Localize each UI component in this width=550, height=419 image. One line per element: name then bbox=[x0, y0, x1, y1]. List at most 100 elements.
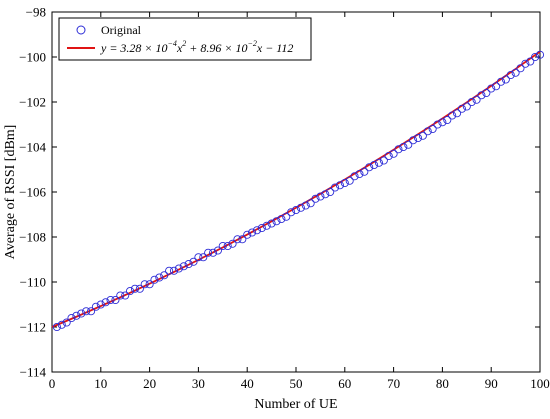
data-point bbox=[208, 248, 218, 257]
data-point bbox=[321, 190, 330, 199]
legend-box bbox=[58, 17, 312, 61]
y-tick-label: −114 bbox=[20, 365, 47, 380]
x-tick-label: 70 bbox=[387, 376, 400, 391]
x-tick-label: 100 bbox=[530, 376, 550, 391]
data-point bbox=[487, 84, 496, 93]
y-tick-label: −106 bbox=[19, 185, 46, 200]
data-point bbox=[370, 160, 379, 170]
data-point bbox=[482, 88, 491, 98]
data-point bbox=[330, 183, 340, 192]
data-point bbox=[492, 82, 501, 91]
data-point bbox=[282, 212, 291, 221]
data-point bbox=[389, 149, 398, 158]
legend-fit-mid1: x bbox=[176, 41, 183, 55]
data-point bbox=[501, 75, 510, 84]
data-point bbox=[194, 253, 203, 262]
x-tick-label: 0 bbox=[49, 376, 56, 391]
data-point bbox=[287, 208, 296, 217]
data-point bbox=[306, 199, 315, 208]
data-point bbox=[345, 176, 354, 185]
data-point bbox=[111, 295, 120, 305]
legend: Original y = 3.28 × 10−4x2 + 8.96 × 10−2… bbox=[58, 17, 312, 61]
data-point bbox=[126, 286, 135, 296]
data-point bbox=[184, 259, 193, 269]
x-tick-label: 50 bbox=[290, 376, 303, 391]
series-layer bbox=[51, 50, 545, 332]
data-point bbox=[355, 169, 364, 179]
data-point bbox=[199, 253, 208, 262]
data-point bbox=[360, 167, 369, 176]
data-point bbox=[452, 109, 462, 118]
data-point bbox=[267, 219, 276, 228]
data-point bbox=[350, 172, 359, 181]
data-point bbox=[150, 275, 159, 284]
data-point bbox=[160, 271, 169, 280]
y-tick-label: −100 bbox=[19, 50, 46, 65]
data-point bbox=[106, 295, 115, 305]
data-point bbox=[135, 284, 144, 293]
legend-fit-exp1: −4 bbox=[168, 39, 177, 48]
data-point bbox=[228, 239, 237, 248]
data-point bbox=[116, 291, 125, 300]
data-point bbox=[140, 280, 149, 289]
data-point bbox=[121, 291, 130, 300]
data-point bbox=[233, 235, 242, 244]
legend-label-original: Original bbox=[101, 23, 142, 37]
data-point bbox=[399, 142, 408, 152]
data-point bbox=[516, 64, 525, 73]
data-point bbox=[526, 57, 535, 66]
data-point bbox=[243, 230, 252, 239]
x-tick-label: 60 bbox=[338, 376, 351, 391]
x-tick-label: 80 bbox=[436, 376, 449, 391]
data-point bbox=[72, 311, 81, 320]
data-point bbox=[57, 320, 66, 329]
data-point bbox=[301, 201, 310, 210]
data-point bbox=[496, 77, 506, 86]
data-point bbox=[101, 298, 110, 307]
y-tick-label: −104 bbox=[19, 140, 46, 155]
data-point bbox=[130, 284, 140, 293]
data-point bbox=[252, 226, 262, 235]
data-point bbox=[155, 273, 164, 282]
data-point bbox=[272, 217, 281, 226]
data-point bbox=[409, 136, 418, 145]
x-tick-label: 30 bbox=[192, 376, 205, 391]
data-point bbox=[145, 280, 154, 289]
data-point bbox=[291, 205, 301, 215]
data-point bbox=[62, 318, 71, 327]
legend-fit-prefix: y = 3.28 × 10 bbox=[100, 41, 168, 55]
data-point bbox=[448, 111, 457, 120]
data-point bbox=[521, 59, 530, 68]
data-point bbox=[257, 223, 266, 233]
data-point bbox=[218, 241, 227, 251]
data-point bbox=[511, 68, 520, 77]
data-point bbox=[189, 257, 198, 266]
data-point bbox=[462, 102, 471, 111]
data-point bbox=[457, 104, 466, 113]
x-tick-label: 90 bbox=[485, 376, 498, 391]
data-point bbox=[506, 70, 515, 80]
data-point bbox=[262, 221, 271, 230]
x-axis-label: Number of UE bbox=[254, 397, 337, 412]
legend-fit-exp2: 2 bbox=[182, 39, 186, 48]
y-tick-label: −110 bbox=[20, 275, 46, 290]
data-point bbox=[174, 264, 183, 273]
data-point bbox=[223, 241, 232, 251]
legend-label-fit: y = 3.28 × 10−4x2 + 8.96 × 10−2x − 112 bbox=[100, 39, 293, 55]
data-point bbox=[531, 52, 540, 62]
data-point bbox=[316, 192, 325, 201]
data-point bbox=[413, 133, 423, 143]
data-point bbox=[77, 309, 86, 318]
y-tick-label: −98 bbox=[26, 5, 46, 20]
data-point bbox=[326, 187, 335, 197]
data-point bbox=[335, 181, 344, 190]
data-point bbox=[96, 300, 105, 309]
y-tick-label: −108 bbox=[19, 230, 46, 245]
data-point bbox=[86, 307, 96, 316]
data-point bbox=[365, 163, 374, 172]
data-point bbox=[277, 214, 286, 224]
data-point bbox=[394, 145, 403, 154]
data-point bbox=[52, 322, 61, 332]
